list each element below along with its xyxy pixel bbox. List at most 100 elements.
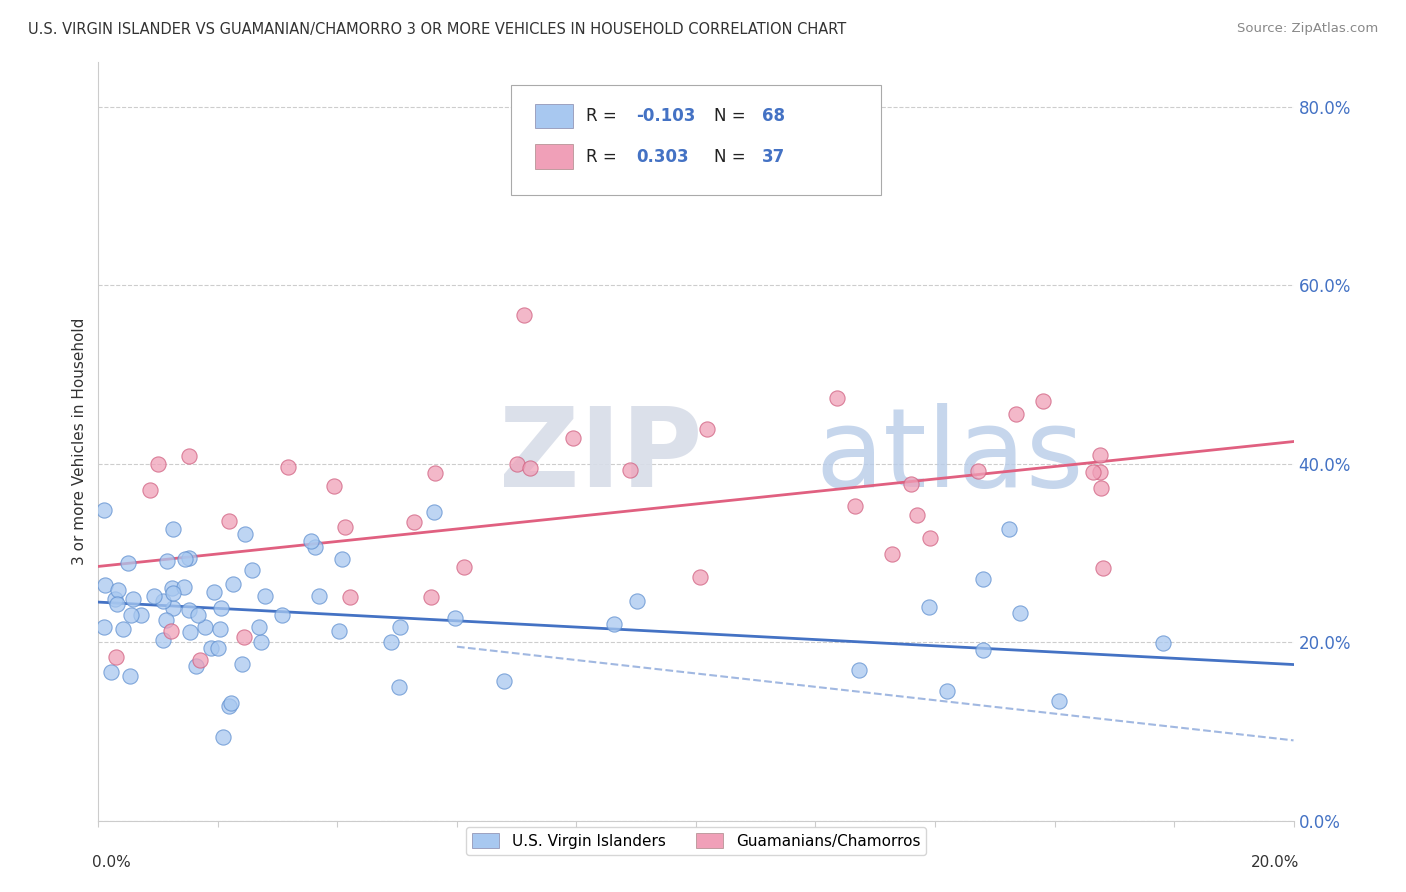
Point [202,585,225,599]
Point [155,613,177,627]
Point [880,547,903,561]
FancyBboxPatch shape [510,85,882,195]
Point [1090,448,1112,462]
Point [492,673,515,688]
Point [997,522,1019,536]
Point [519,460,541,475]
Point [506,457,529,471]
Text: R =: R = [586,148,621,166]
Point [920,531,942,545]
Point [200,640,222,655]
Point [146,457,169,471]
Point [423,466,446,480]
Text: 0.0%: 0.0% [93,855,131,870]
Point [222,577,245,591]
Point [184,659,207,673]
Point [207,640,229,655]
Point [972,573,994,587]
Point [419,591,441,605]
Point [1081,465,1104,479]
Point [380,635,402,649]
Point [194,620,217,634]
Y-axis label: 3 or more Vehicles in Household: 3 or more Vehicles in Household [72,318,87,566]
Point [219,696,242,710]
Point [1005,408,1028,422]
Point [233,630,256,644]
Point [105,598,128,612]
Point [1032,394,1054,409]
Text: ZIP: ZIP [499,403,702,510]
Text: 37: 37 [762,148,785,166]
Text: 68: 68 [762,107,785,125]
Point [212,730,235,744]
Point [242,563,264,577]
Point [120,668,142,682]
Point [936,684,959,698]
Point [299,533,322,548]
Point [179,550,201,565]
Point [152,632,174,647]
FancyBboxPatch shape [534,104,572,128]
Point [162,586,184,600]
Point [335,520,357,534]
Point [162,581,184,595]
Point [173,580,195,594]
Point [277,460,299,475]
Point [388,620,411,634]
Point [231,657,253,671]
Point [129,608,152,623]
Point [112,623,135,637]
Point [453,560,475,574]
Point [179,625,201,640]
Point [93,503,115,517]
Point [270,608,292,623]
Point [107,583,129,598]
Point [918,599,941,614]
Point [603,617,626,632]
Point [105,649,128,664]
Point [900,477,922,491]
Point [117,557,139,571]
Point [848,663,870,677]
Point [561,431,583,445]
Point [404,516,426,530]
Point [156,554,179,568]
Point [93,620,115,634]
Point [330,551,353,566]
Point [103,591,125,606]
Text: -0.103: -0.103 [636,107,696,125]
Point [1090,465,1112,479]
Point [188,653,211,667]
Point [159,624,181,639]
Point [1090,481,1112,495]
Point [844,499,866,513]
Point [905,508,928,523]
Point [825,391,848,405]
Point [328,624,350,638]
Text: 20.0%: 20.0% [1251,855,1299,870]
Point [143,590,166,604]
Point [233,527,256,541]
Text: R =: R = [586,107,621,125]
FancyBboxPatch shape [534,145,572,169]
Point [247,620,270,634]
Point [177,450,200,464]
Point [93,578,115,592]
Point [100,665,122,680]
Point [209,601,232,615]
Point [152,593,174,607]
Point [1152,636,1174,650]
Point [512,308,534,322]
Point [179,603,201,617]
Point [308,589,330,603]
Text: atlas: atlas [815,403,1084,510]
Point [304,540,326,554]
Point [323,479,346,493]
Point [1049,694,1071,708]
Text: U.S. VIRGIN ISLANDER VS GUAMANIAN/CHAMORRO 3 OR MORE VEHICLES IN HOUSEHOLD CORRE: U.S. VIRGIN ISLANDER VS GUAMANIAN/CHAMOR… [28,22,846,37]
Point [122,592,145,607]
Point [187,608,209,623]
Point [218,699,240,714]
Point [1091,561,1114,575]
Point [689,569,711,583]
